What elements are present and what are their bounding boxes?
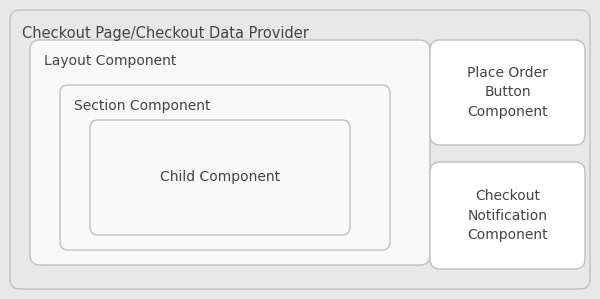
Text: Checkout Page/Checkout Data Provider: Checkout Page/Checkout Data Provider [22, 26, 309, 41]
FancyBboxPatch shape [90, 120, 350, 235]
FancyBboxPatch shape [30, 40, 430, 265]
Text: Checkout
Notification
Component: Checkout Notification Component [467, 189, 548, 242]
Text: Layout Component: Layout Component [44, 54, 176, 68]
FancyBboxPatch shape [10, 10, 590, 289]
Text: Section Component: Section Component [74, 99, 211, 113]
Text: Child Component: Child Component [160, 170, 280, 184]
FancyBboxPatch shape [430, 162, 585, 269]
FancyBboxPatch shape [60, 85, 390, 250]
Text: Place Order
Button
Component: Place Order Button Component [467, 66, 548, 119]
FancyBboxPatch shape [430, 40, 585, 145]
